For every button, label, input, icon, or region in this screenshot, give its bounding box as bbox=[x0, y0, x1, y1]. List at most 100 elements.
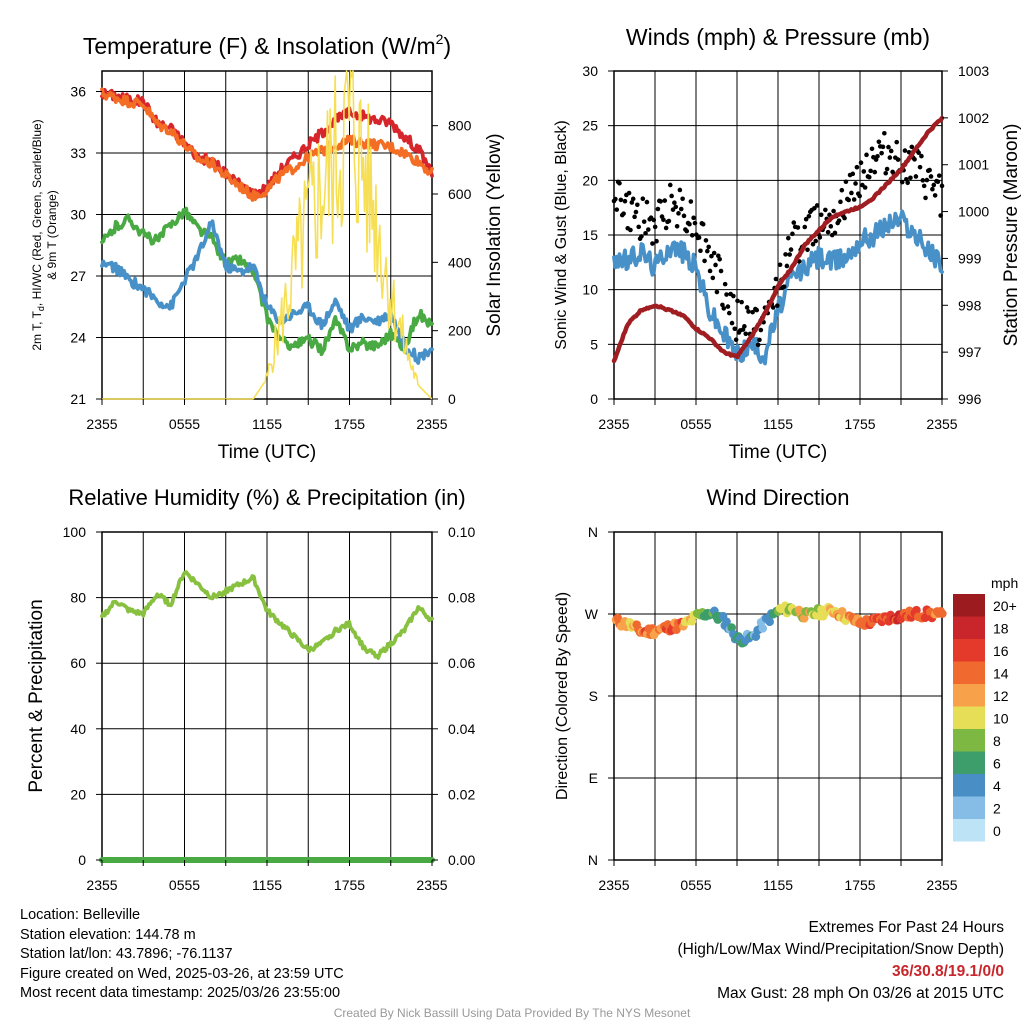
x-tick-label: 1155 bbox=[763, 877, 793, 893]
y-tick-label: 60 bbox=[70, 655, 86, 671]
y-tick-label: N bbox=[588, 524, 598, 540]
y-right-tick-label: 800 bbox=[448, 118, 472, 134]
x-tick-label: 2355 bbox=[86, 416, 117, 432]
y-tick-label: 27 bbox=[70, 268, 86, 284]
gust-point bbox=[850, 171, 856, 177]
temperature-y-ticks: 21 24 27 30 33 36 bbox=[70, 84, 102, 407]
gust-point bbox=[791, 220, 797, 225]
insolation-y-ticks: 0 200 400 600 800 bbox=[432, 118, 472, 407]
gust-point bbox=[750, 309, 755, 315]
gust-point bbox=[672, 200, 677, 206]
gust-point bbox=[628, 227, 633, 233]
gust-point bbox=[936, 173, 942, 178]
y-right-tick-label: 1001 bbox=[958, 157, 989, 173]
winds-panel: Winds (mph) & Pressure (mb) 0 5 10 15 20 25 30… bbox=[553, 24, 1022, 463]
gust-point bbox=[790, 231, 795, 237]
gust-point bbox=[920, 178, 926, 183]
temperature-title: Temperature (F) & Insolation (W/m2) bbox=[83, 31, 451, 59]
gust-point bbox=[832, 230, 838, 236]
gust-point bbox=[692, 220, 698, 226]
gust-point bbox=[928, 174, 934, 179]
y-tick-label: N bbox=[588, 852, 598, 868]
gust-point bbox=[673, 204, 679, 210]
gust-point bbox=[688, 199, 694, 204]
wind-direction-grid bbox=[614, 532, 942, 860]
y-tick-label: W bbox=[585, 606, 599, 622]
gust-point bbox=[902, 148, 908, 153]
gust-point bbox=[899, 179, 905, 185]
gust-point bbox=[739, 299, 744, 305]
legend-swatch bbox=[953, 661, 985, 684]
gust-point bbox=[733, 337, 739, 342]
gust-point bbox=[755, 342, 761, 348]
temperature-series bbox=[100, 70, 434, 400]
extremes-subtitle: (High/Low/Max Wind/Precipitation/Snow De… bbox=[677, 941, 1005, 958]
wind-direction-x-ticks: 2355 0555 1155 1755 2355 bbox=[598, 860, 958, 893]
y-tick-label: 30 bbox=[582, 63, 598, 79]
gust-point bbox=[716, 253, 721, 259]
gust-point bbox=[706, 244, 711, 250]
gust-point bbox=[633, 209, 639, 215]
gust-point bbox=[817, 235, 823, 240]
series-line bbox=[100, 206, 434, 357]
y-tick-label: 30 bbox=[70, 207, 86, 223]
gust-point bbox=[908, 175, 913, 181]
gust-point bbox=[857, 193, 862, 199]
gust-point bbox=[775, 303, 780, 308]
gust-point bbox=[905, 180, 910, 186]
humidity-y-label: Percent & Precipitation bbox=[26, 599, 47, 792]
insolation-y-label: Solar Insolation (Yellow) bbox=[484, 133, 505, 336]
legend-label: 6 bbox=[993, 756, 1001, 772]
gust-point bbox=[652, 224, 658, 230]
gust-point bbox=[853, 181, 858, 186]
humidity-x-ticks: 2355 0555 1155 1755 2355 bbox=[86, 860, 448, 893]
gust-point bbox=[687, 221, 692, 227]
x-tick-label: 2355 bbox=[86, 877, 117, 893]
y-tick-label: S bbox=[589, 688, 598, 704]
gust-point bbox=[939, 183, 945, 189]
gust-point bbox=[714, 289, 720, 295]
station-location: Location: Belleville bbox=[20, 907, 141, 923]
gust-point bbox=[784, 263, 790, 269]
winds-x-label: Time (UTC) bbox=[729, 442, 828, 463]
y-tick-label: E bbox=[589, 770, 598, 786]
gust-point bbox=[709, 253, 714, 259]
series-line bbox=[612, 209, 944, 366]
wind-direction-points bbox=[611, 601, 947, 648]
gust-point bbox=[717, 256, 722, 262]
x-tick-label: 0555 bbox=[680, 416, 711, 432]
winds-title: Winds (mph) & Pressure (mb) bbox=[626, 24, 930, 50]
gust-point bbox=[888, 148, 894, 154]
gust-point bbox=[923, 195, 928, 201]
x-tick-label: 1155 bbox=[763, 416, 793, 432]
y-tick-label: 100 bbox=[63, 524, 87, 540]
legend-swatch bbox=[953, 706, 985, 729]
gust-point bbox=[710, 275, 716, 281]
gust-point bbox=[876, 139, 882, 145]
gust-point bbox=[758, 327, 764, 333]
gust-point bbox=[935, 179, 941, 185]
gust-point bbox=[696, 235, 702, 240]
gust-point bbox=[887, 155, 893, 160]
gust-point bbox=[669, 193, 674, 199]
gust-point bbox=[626, 190, 632, 196]
temperature-y-label-line2: & 9m T (Orange) bbox=[45, 190, 59, 280]
max-gust: Max Gust: 28 mph On 03/26 at 2015 UTC bbox=[717, 985, 1004, 1002]
gust-point bbox=[785, 235, 791, 241]
gust-point bbox=[854, 164, 860, 170]
y-tick-label: 0 bbox=[590, 391, 598, 407]
gust-point bbox=[632, 214, 637, 220]
gust-point bbox=[705, 248, 710, 254]
gust-point bbox=[700, 221, 706, 227]
wind-direction-point bbox=[938, 609, 947, 618]
gust-point bbox=[909, 144, 915, 150]
gust-point bbox=[655, 206, 661, 212]
gust-point bbox=[884, 166, 890, 172]
gust-point bbox=[783, 252, 788, 257]
gust-point bbox=[916, 150, 921, 156]
y-right-tick-label: 997 bbox=[958, 344, 982, 360]
gust-point bbox=[795, 225, 801, 230]
y-right-tick-label: 200 bbox=[448, 323, 472, 339]
speed-legend-title: mph bbox=[991, 575, 1018, 591]
wind-direction-point bbox=[758, 624, 768, 633]
